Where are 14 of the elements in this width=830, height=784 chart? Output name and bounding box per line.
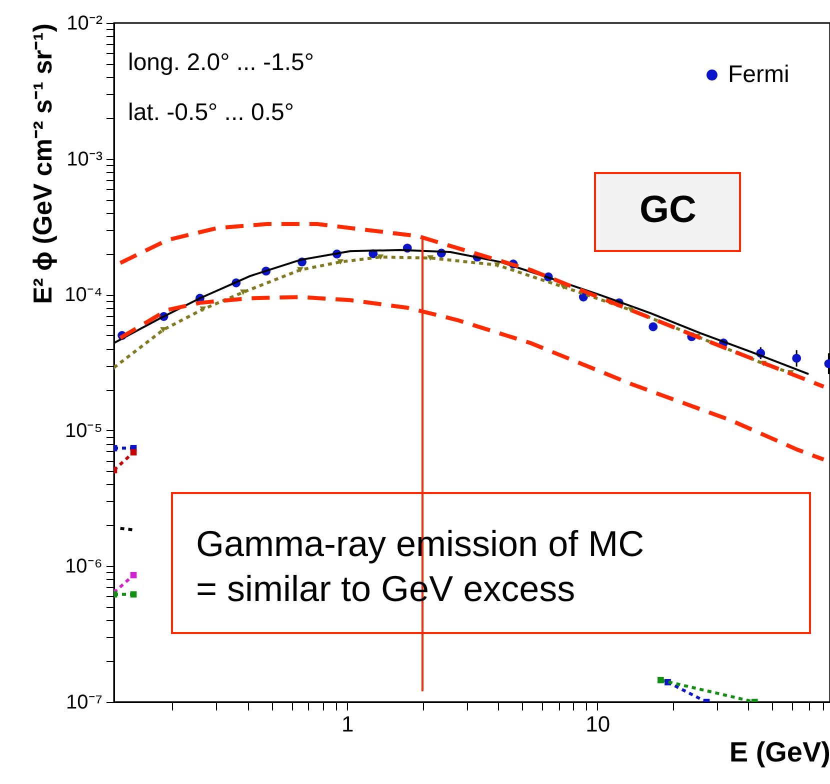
x-tick-label: 10: [586, 712, 610, 736]
legend-label: Fermi: [728, 61, 790, 88]
annotation: GC: [640, 189, 696, 231]
y-tick-label: 10⁻⁶: [65, 556, 102, 578]
y-axis-title: E² ϕ (GeV cm⁻² s⁻¹ sr⁻¹): [28, 24, 58, 304]
y-tick-label: 10⁻⁴: [64, 284, 102, 306]
y-tick-label: 10⁻²: [66, 12, 103, 34]
x-axis-title: E (GeV): [729, 736, 830, 768]
y-tick-label: 10⁻⁵: [64, 420, 102, 442]
annotation: lat. -0.5° ... 0.5°: [128, 99, 294, 126]
y-tick-label: 10⁻⁷: [66, 692, 102, 714]
x-tick-label: 1: [342, 712, 354, 736]
y-tick-label: 10⁻³: [66, 148, 103, 170]
annotation: long. 2.0° ... -1.5°: [128, 49, 314, 76]
